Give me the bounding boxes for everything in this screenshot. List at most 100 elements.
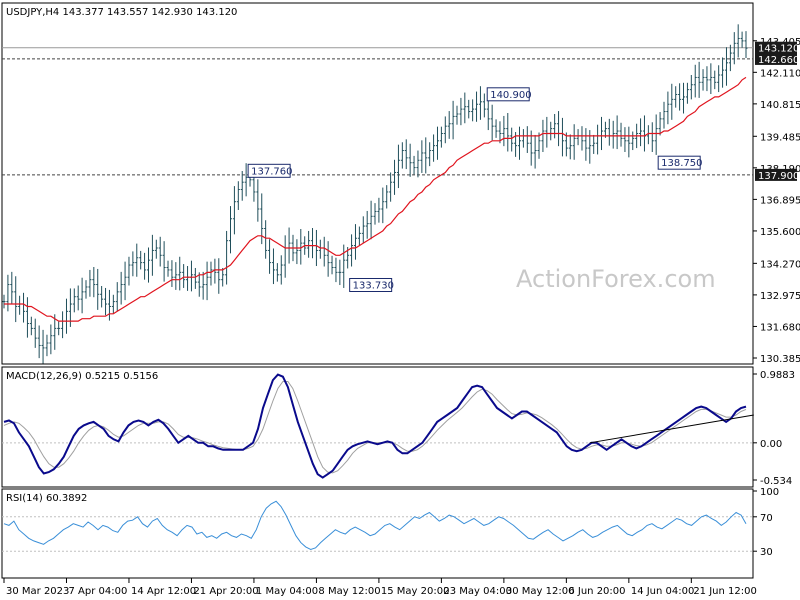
price-bar <box>275 263 279 282</box>
price-bar <box>682 82 686 114</box>
price-bar <box>244 163 248 197</box>
price-bar <box>389 172 393 202</box>
price-bar <box>49 324 53 355</box>
price-bar <box>478 86 482 120</box>
price-panel: ActionForex.com USDJPY,H4 143.377 143.55… <box>1 2 800 365</box>
price-y-tick-label: 140.815 <box>760 100 800 111</box>
price-y-tick-label: 135.600 <box>760 227 800 238</box>
price-bar <box>221 267 225 287</box>
price-bar <box>697 61 701 98</box>
price-bar <box>447 111 451 139</box>
price-bar <box>736 24 740 58</box>
price-bar <box>170 260 174 287</box>
price-bar <box>486 97 490 131</box>
price-bar <box>6 274 10 312</box>
x-tick-label: 30 Mar 2023 <box>6 586 69 597</box>
rsi-y-tick-label: 70 <box>760 513 773 524</box>
price-bar <box>615 115 619 150</box>
price-bar <box>709 63 713 95</box>
price-bar <box>705 66 709 92</box>
price-bar <box>701 69 705 91</box>
price-bars <box>2 24 748 364</box>
price-y-axis: 143.405142.110140.815139.485138.190136.8… <box>753 37 800 365</box>
price-bar <box>693 64 697 98</box>
price-annotation-label: 137.760 <box>251 166 292 177</box>
price-bar <box>439 126 443 148</box>
price-bar <box>41 329 45 364</box>
price-bar <box>603 121 607 138</box>
price-bar <box>10 271 14 305</box>
price-bar <box>482 93 486 118</box>
watermark: ActionForex.com <box>516 265 716 293</box>
price-bar <box>158 236 162 267</box>
price-bar <box>435 126 439 160</box>
price-bar <box>490 104 494 141</box>
x-tick-label: 14 Jun 04:00 <box>631 586 695 597</box>
price-bar <box>96 268 100 310</box>
x-tick-label: 14 Apr 12:00 <box>131 586 196 597</box>
price-bar <box>342 244 346 288</box>
price-bar <box>400 142 404 169</box>
price-bar <box>350 234 354 267</box>
price-tag: 143.120 <box>755 41 799 55</box>
price-bar <box>240 171 244 201</box>
price-bar <box>154 239 158 259</box>
price-bar <box>689 75 693 100</box>
rsi-panel: RSI(14) 60.3892 100 70 30 <box>1 487 779 579</box>
price-bar <box>662 101 666 129</box>
price-bar <box>572 124 576 160</box>
price-bar <box>623 127 627 152</box>
price-bar <box>685 82 689 104</box>
x-tick-label: 21 Jun 12:00 <box>693 586 757 597</box>
price-bar <box>744 31 748 58</box>
price-bar <box>424 137 428 174</box>
price-bar <box>740 31 744 48</box>
price-bar <box>432 134 436 162</box>
price-bar <box>517 126 521 160</box>
macd-y-tick-label: 0.00 <box>760 439 782 450</box>
price-bar <box>107 289 111 321</box>
price-panel-title: USDJPY,H4 143.377 143.557 142.930 143.12… <box>6 7 237 18</box>
price-tag-label: 143.120 <box>758 44 799 55</box>
price-bar <box>14 276 18 323</box>
macd-panel-title: MACD(12,26,9) 0.5215 0.5156 <box>6 371 158 382</box>
price-bar <box>619 122 623 147</box>
price-bar <box>80 277 84 314</box>
price-annotation: 133.730 <box>349 277 394 292</box>
price-bar <box>369 200 373 240</box>
price-y-tick-label: 134.270 <box>760 259 800 270</box>
price-bar <box>25 297 29 338</box>
price-bar <box>471 99 475 122</box>
price-bar <box>666 91 670 125</box>
price-bar <box>205 261 209 301</box>
price-annotation-label: 133.730 <box>353 280 394 291</box>
price-bar <box>111 294 115 314</box>
price-bar <box>326 241 330 277</box>
price-bar <box>146 247 150 283</box>
price-bar <box>420 140 424 173</box>
price-y-tick-label: 136.895 <box>760 195 800 206</box>
price-bar <box>37 325 41 359</box>
x-tick-label: 8 May 12:00 <box>318 586 380 597</box>
price-bar <box>678 83 682 111</box>
price-annotation-label: 140.900 <box>490 90 531 101</box>
price-bar <box>72 288 76 313</box>
price-bar <box>541 119 545 152</box>
price-bar <box>459 97 463 126</box>
price-bar <box>193 267 197 289</box>
price-bar <box>416 150 420 178</box>
price-annotation: 137.760 <box>247 163 292 178</box>
price-bar <box>150 234 154 276</box>
price-bar <box>174 262 178 290</box>
moving-average-line <box>4 76 747 322</box>
price-bar <box>225 230 229 285</box>
price-bar <box>268 239 272 274</box>
price-bar <box>143 252 147 280</box>
price-bar <box>357 226 361 246</box>
price-y-tick-label: 130.385 <box>760 354 800 365</box>
price-bar <box>53 314 57 350</box>
price-bar <box>537 132 541 159</box>
price-bar <box>658 112 662 136</box>
price-bar <box>721 57 725 88</box>
